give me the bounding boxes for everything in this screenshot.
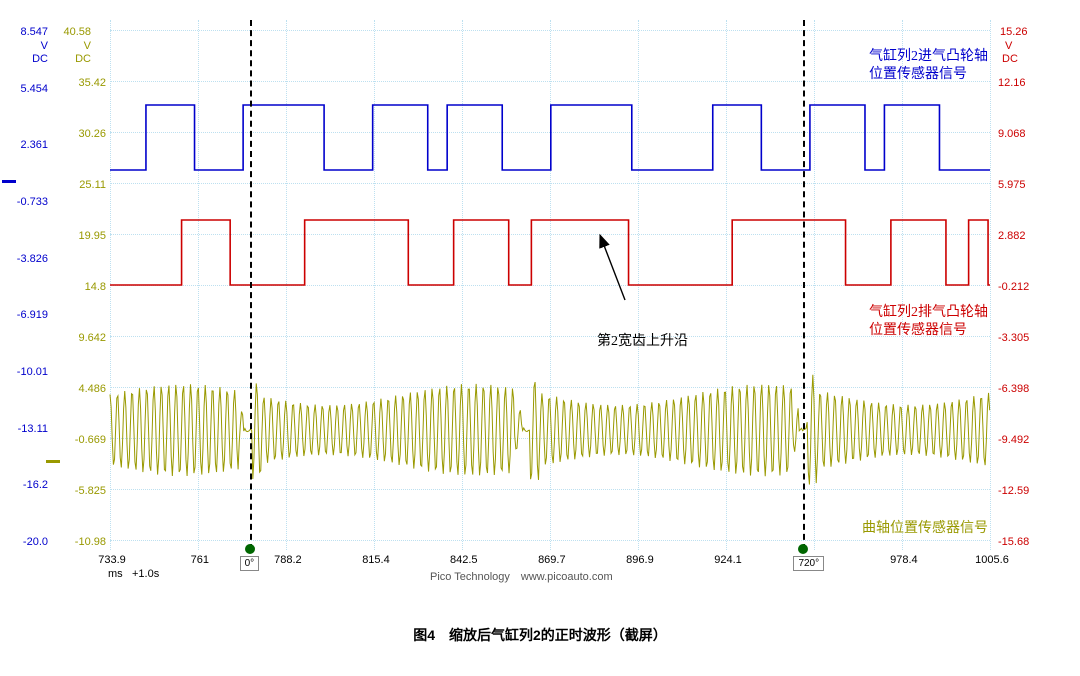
annotation-text: 第2宽齿上升沿: [597, 330, 688, 350]
y1-unit-dc: DC: [10, 53, 48, 65]
footer-text: Pico Technology www.picoauto.com: [430, 568, 613, 584]
y3-unit-dc: DC: [1002, 53, 1018, 65]
y1-top-value: 8.547: [10, 26, 48, 38]
y2-unit-v: V: [53, 40, 91, 52]
y1-unit-v: V: [10, 40, 48, 52]
figure-caption: 图4 缩放后气缸列2的正时波形（截屏）: [0, 625, 1080, 645]
y3-unit-v: V: [1005, 40, 1012, 52]
y2-unit-dc: DC: [53, 53, 91, 65]
ch-indicator-olive: [46, 460, 60, 463]
annotation-arrow: [110, 20, 990, 550]
x-unit: ms: [108, 568, 123, 580]
x-offset: +1.0s: [132, 568, 159, 580]
oscilloscope-chart: 8.547 V DC 40.58 V DC 15.26 V DC 0°720° …: [50, 10, 1040, 590]
plot-area: 0°720° 气缸列2进气凸轮轴 位置传感器信号 气缸列2排气凸轮轴 位置传感器…: [110, 20, 990, 550]
y2-top-value: 40.58: [53, 26, 91, 38]
y3-top-value: 15.26: [1000, 26, 1028, 38]
ch-indicator-blue: [2, 180, 16, 183]
